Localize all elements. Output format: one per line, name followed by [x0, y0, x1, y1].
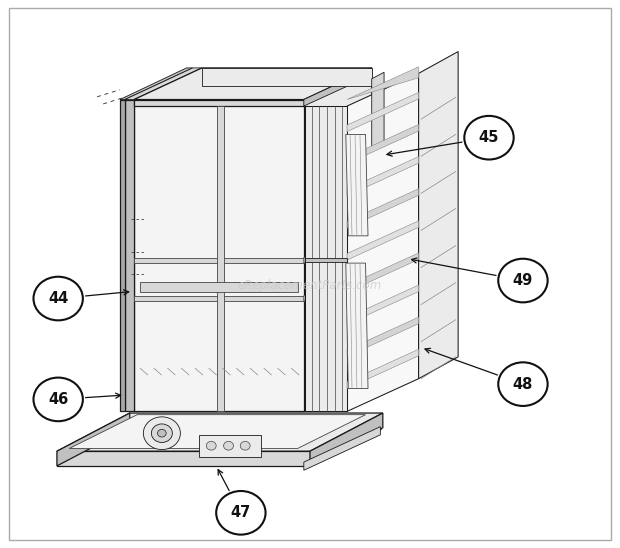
- Polygon shape: [347, 349, 419, 389]
- Circle shape: [33, 378, 83, 421]
- Text: eReplacementParts.com: eReplacementParts.com: [238, 279, 382, 293]
- Polygon shape: [304, 226, 372, 263]
- Circle shape: [224, 441, 234, 450]
- Polygon shape: [134, 68, 372, 100]
- Polygon shape: [134, 258, 304, 263]
- Polygon shape: [372, 72, 384, 149]
- Polygon shape: [134, 100, 304, 106]
- Polygon shape: [57, 413, 383, 451]
- Circle shape: [157, 430, 166, 437]
- Circle shape: [498, 259, 547, 302]
- Polygon shape: [120, 100, 125, 412]
- Polygon shape: [125, 100, 134, 412]
- Polygon shape: [218, 106, 224, 412]
- Text: 47: 47: [231, 505, 251, 520]
- Polygon shape: [305, 258, 347, 262]
- Text: 45: 45: [479, 130, 499, 145]
- Polygon shape: [310, 413, 383, 466]
- Polygon shape: [304, 264, 372, 301]
- Polygon shape: [304, 68, 372, 106]
- Polygon shape: [347, 93, 419, 132]
- Polygon shape: [202, 68, 372, 86]
- Polygon shape: [57, 451, 310, 466]
- Polygon shape: [304, 68, 372, 412]
- Polygon shape: [346, 263, 368, 389]
- Text: 44: 44: [48, 291, 68, 306]
- Circle shape: [464, 116, 514, 159]
- Polygon shape: [347, 189, 419, 228]
- Polygon shape: [347, 285, 419, 324]
- Polygon shape: [347, 124, 419, 164]
- Text: 46: 46: [48, 392, 68, 407]
- Polygon shape: [347, 317, 419, 356]
- Polygon shape: [304, 430, 381, 466]
- Circle shape: [151, 424, 172, 442]
- Polygon shape: [305, 106, 347, 412]
- Polygon shape: [347, 157, 419, 196]
- Circle shape: [216, 491, 265, 535]
- Polygon shape: [199, 435, 260, 456]
- Polygon shape: [347, 253, 419, 292]
- Polygon shape: [347, 67, 419, 100]
- Polygon shape: [57, 413, 130, 466]
- Polygon shape: [69, 415, 366, 448]
- Circle shape: [206, 441, 216, 450]
- Polygon shape: [125, 68, 202, 100]
- Circle shape: [498, 362, 547, 406]
- Polygon shape: [347, 73, 419, 412]
- Polygon shape: [120, 68, 193, 100]
- Polygon shape: [346, 134, 368, 236]
- Polygon shape: [347, 221, 419, 260]
- Polygon shape: [304, 427, 380, 470]
- Text: 48: 48: [513, 376, 533, 392]
- Circle shape: [143, 417, 180, 449]
- Polygon shape: [134, 100, 304, 412]
- Circle shape: [33, 277, 83, 321]
- Polygon shape: [140, 282, 298, 292]
- Polygon shape: [134, 296, 304, 301]
- Text: 49: 49: [513, 273, 533, 288]
- Polygon shape: [418, 52, 458, 379]
- Circle shape: [241, 441, 250, 450]
